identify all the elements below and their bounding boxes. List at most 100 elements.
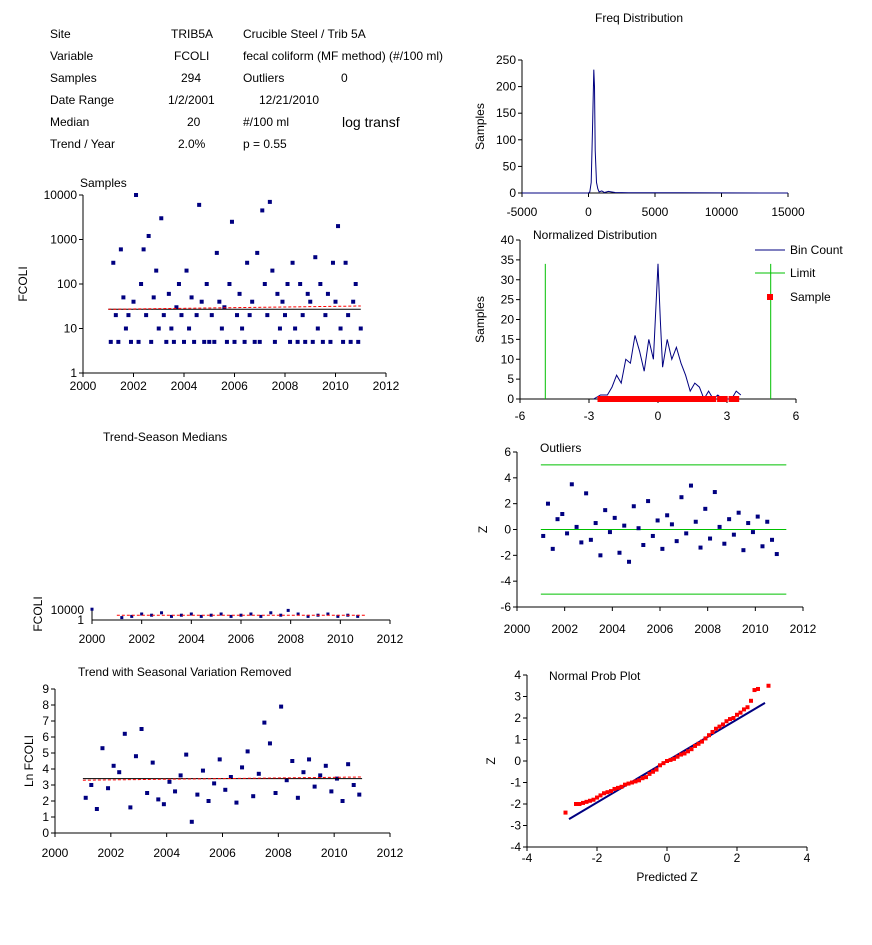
data-point — [641, 543, 646, 547]
data-point — [275, 291, 280, 296]
data-point — [202, 339, 207, 344]
data-point — [255, 250, 260, 255]
y-tick-label: 9 — [42, 682, 49, 696]
data-point — [206, 799, 211, 803]
x-tick-label: 2006 — [221, 379, 248, 393]
data-point — [315, 326, 320, 331]
data-point — [120, 616, 124, 620]
data-point — [749, 698, 753, 703]
data-point — [122, 731, 127, 736]
data-point — [584, 491, 589, 496]
data-point — [239, 613, 243, 617]
variable-name: fecal coliform (MF method) (#/100 ml) — [243, 49, 444, 63]
y-tick-label: 100 — [496, 133, 516, 147]
data-point — [545, 501, 550, 506]
x-tick-label: 2012 — [790, 622, 817, 636]
data-point — [111, 260, 116, 265]
data-point — [343, 260, 348, 265]
data-point — [755, 514, 760, 519]
data-point — [145, 791, 150, 795]
data-point — [167, 779, 172, 784]
data-point — [633, 779, 638, 784]
y-axis-label: Z — [476, 526, 490, 533]
x-tick-label: 6 — [793, 409, 800, 423]
data-point — [260, 208, 265, 213]
y-tick-label: 2 — [514, 711, 521, 725]
data-point — [591, 797, 596, 802]
data-point — [603, 508, 608, 513]
data-point — [189, 612, 193, 616]
sample-marker — [721, 396, 728, 402]
x-tick-label: 2 — [734, 851, 741, 865]
x-tick-label: -5000 — [507, 205, 538, 219]
data-point — [708, 536, 713, 541]
y-tick-label: 10000 — [44, 188, 78, 202]
data-point — [118, 247, 123, 252]
data-point — [250, 299, 255, 304]
data-point — [721, 722, 725, 727]
date-range-label: Date Range — [50, 93, 115, 107]
x-tick-label: 2002 — [551, 622, 578, 636]
data-point — [242, 339, 247, 344]
chart-title: Normal Prob Plot — [549, 669, 641, 683]
x-tick-label: 0 — [585, 205, 592, 219]
x-tick-label: 2010 — [327, 632, 354, 646]
data-point — [305, 291, 310, 296]
site-label: Site — [50, 27, 71, 41]
data-point — [661, 761, 666, 766]
data-point — [320, 339, 325, 344]
data-point — [209, 313, 214, 318]
data-point — [197, 202, 202, 207]
sample-marker — [705, 396, 712, 402]
y-tick-label: 200 — [496, 80, 516, 94]
data-point — [161, 313, 166, 318]
data-point — [330, 260, 335, 265]
data-point — [622, 523, 627, 528]
data-point — [647, 771, 652, 776]
trend-season-chart: Trend-Season Medians 2000 2002 2004 2006 2008… — [31, 430, 404, 646]
y-tick-label: 6 — [504, 445, 511, 459]
data-point — [108, 339, 113, 344]
data-point — [698, 545, 703, 550]
data-point — [192, 339, 197, 344]
data-point — [605, 790, 610, 795]
samples-chart: Samples 2000 2002 2004 2006 2008 2010 2012 1 10 10… — [16, 176, 400, 393]
chart-title: Samples — [80, 176, 127, 190]
y-tick-label: 1 — [42, 810, 49, 824]
data-point — [139, 727, 144, 731]
data-point — [169, 326, 174, 331]
data-point — [323, 313, 328, 318]
data-point — [700, 739, 704, 744]
data-point — [588, 537, 593, 542]
x-tick-label: 2002 — [120, 379, 147, 393]
x-tick-label: 2006 — [228, 632, 255, 646]
data-point — [113, 313, 118, 318]
data-point — [262, 720, 267, 725]
data-point — [298, 282, 303, 286]
x-tick-label: 2000 — [70, 379, 97, 393]
y-tick-label: 4 — [514, 668, 521, 682]
data-point — [195, 792, 200, 797]
data-point — [669, 522, 674, 527]
data-point — [598, 553, 603, 558]
data-point — [750, 530, 755, 535]
data-point — [338, 326, 343, 331]
x-tick-label: 0 — [664, 851, 671, 865]
outliers-label: Outliers — [243, 71, 285, 85]
data-point — [174, 305, 179, 310]
x-tick-label: 5000 — [642, 205, 669, 219]
data-point — [563, 810, 568, 815]
data-point — [741, 548, 746, 553]
summary-panel: Site TRIB5A Crucible Steel / Trib 5A Var… — [0, 0, 480, 160]
data-point — [134, 193, 139, 197]
data-point — [703, 506, 708, 511]
data-point — [684, 531, 689, 536]
chart-title: Trend-Season Medians — [103, 430, 227, 444]
x-tick-label: 2006 — [647, 622, 674, 636]
x-tick-label: 2006 — [209, 846, 236, 860]
data-point — [619, 784, 624, 789]
legend-label-sample: Sample — [790, 290, 831, 304]
data-point — [612, 786, 617, 791]
data-point — [717, 524, 722, 529]
data-point — [232, 339, 237, 344]
